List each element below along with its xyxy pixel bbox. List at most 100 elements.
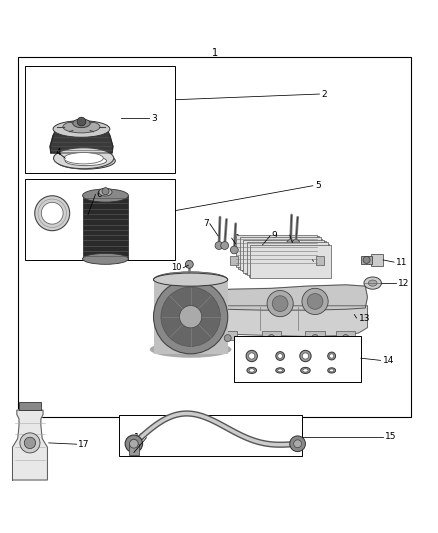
Bar xyxy=(25,66,175,173)
Bar xyxy=(240,237,321,270)
Ellipse shape xyxy=(328,368,336,373)
Ellipse shape xyxy=(249,353,255,359)
Bar xyxy=(336,331,355,340)
Bar xyxy=(305,331,325,340)
Text: 1: 1 xyxy=(212,49,218,59)
Ellipse shape xyxy=(247,367,257,374)
Polygon shape xyxy=(50,131,113,153)
Bar xyxy=(18,57,411,417)
Circle shape xyxy=(185,335,192,342)
Circle shape xyxy=(153,280,228,354)
Text: 12: 12 xyxy=(398,279,410,288)
Circle shape xyxy=(221,241,229,249)
Ellipse shape xyxy=(364,277,381,289)
Polygon shape xyxy=(171,306,367,336)
Text: 2: 2 xyxy=(321,90,327,99)
Circle shape xyxy=(290,436,305,451)
Text: 7: 7 xyxy=(203,219,208,228)
Bar xyxy=(218,331,237,340)
Bar xyxy=(230,256,238,265)
Circle shape xyxy=(311,335,318,342)
Text: 4: 4 xyxy=(55,148,61,157)
Text: 5: 5 xyxy=(315,181,321,190)
Text: 11: 11 xyxy=(396,257,407,266)
Ellipse shape xyxy=(82,253,128,264)
Ellipse shape xyxy=(150,341,231,358)
Bar xyxy=(371,254,383,265)
Circle shape xyxy=(307,294,323,309)
Circle shape xyxy=(125,435,143,453)
Circle shape xyxy=(306,254,315,263)
Ellipse shape xyxy=(329,369,334,372)
Ellipse shape xyxy=(246,350,258,362)
Circle shape xyxy=(268,335,275,342)
Circle shape xyxy=(20,433,40,453)
Ellipse shape xyxy=(82,189,128,202)
Circle shape xyxy=(342,335,349,342)
Text: 10: 10 xyxy=(315,257,325,266)
Text: 13: 13 xyxy=(359,313,370,322)
Circle shape xyxy=(102,188,109,195)
Bar xyxy=(251,245,331,278)
Ellipse shape xyxy=(278,369,283,372)
Bar xyxy=(247,243,328,275)
Ellipse shape xyxy=(302,353,308,359)
Circle shape xyxy=(293,440,301,448)
Ellipse shape xyxy=(73,119,90,128)
Text: 14: 14 xyxy=(383,356,394,365)
Ellipse shape xyxy=(278,353,283,358)
Circle shape xyxy=(224,335,231,342)
Bar xyxy=(234,336,361,382)
Circle shape xyxy=(24,437,35,449)
Text: 15: 15 xyxy=(385,432,396,441)
Ellipse shape xyxy=(276,352,285,360)
Circle shape xyxy=(230,246,238,254)
Text: 8: 8 xyxy=(233,233,239,243)
Bar xyxy=(82,196,128,259)
Ellipse shape xyxy=(64,152,103,164)
Bar xyxy=(262,331,281,340)
Ellipse shape xyxy=(57,152,115,169)
Ellipse shape xyxy=(53,148,114,169)
Text: 17: 17 xyxy=(78,440,90,449)
Circle shape xyxy=(287,239,294,247)
Circle shape xyxy=(302,288,328,314)
Bar xyxy=(119,415,302,456)
Circle shape xyxy=(267,290,293,317)
Ellipse shape xyxy=(63,120,100,133)
Text: 6: 6 xyxy=(97,190,102,199)
Polygon shape xyxy=(12,410,47,480)
Bar xyxy=(244,240,324,272)
Bar xyxy=(237,235,317,268)
Bar xyxy=(361,256,372,264)
Bar xyxy=(25,179,175,260)
Ellipse shape xyxy=(53,120,110,138)
Bar xyxy=(153,280,228,354)
Bar xyxy=(179,331,198,340)
Text: 10: 10 xyxy=(171,263,182,272)
Circle shape xyxy=(292,239,300,247)
Circle shape xyxy=(215,241,223,249)
Bar xyxy=(238,236,319,269)
Circle shape xyxy=(161,287,220,346)
Text: 7: 7 xyxy=(285,238,291,247)
Bar xyxy=(129,444,139,455)
Circle shape xyxy=(272,296,288,311)
Circle shape xyxy=(180,305,202,328)
Circle shape xyxy=(363,256,370,263)
Bar xyxy=(249,244,329,277)
Bar xyxy=(19,402,41,410)
Ellipse shape xyxy=(300,350,311,362)
Bar xyxy=(316,256,324,265)
Ellipse shape xyxy=(153,273,228,286)
Ellipse shape xyxy=(65,156,106,166)
Bar xyxy=(242,239,322,271)
Ellipse shape xyxy=(300,367,310,374)
Circle shape xyxy=(77,117,86,126)
Ellipse shape xyxy=(153,272,228,287)
Ellipse shape xyxy=(368,280,377,286)
Circle shape xyxy=(130,439,138,448)
Ellipse shape xyxy=(41,203,63,224)
Ellipse shape xyxy=(303,369,308,372)
Ellipse shape xyxy=(35,196,70,231)
